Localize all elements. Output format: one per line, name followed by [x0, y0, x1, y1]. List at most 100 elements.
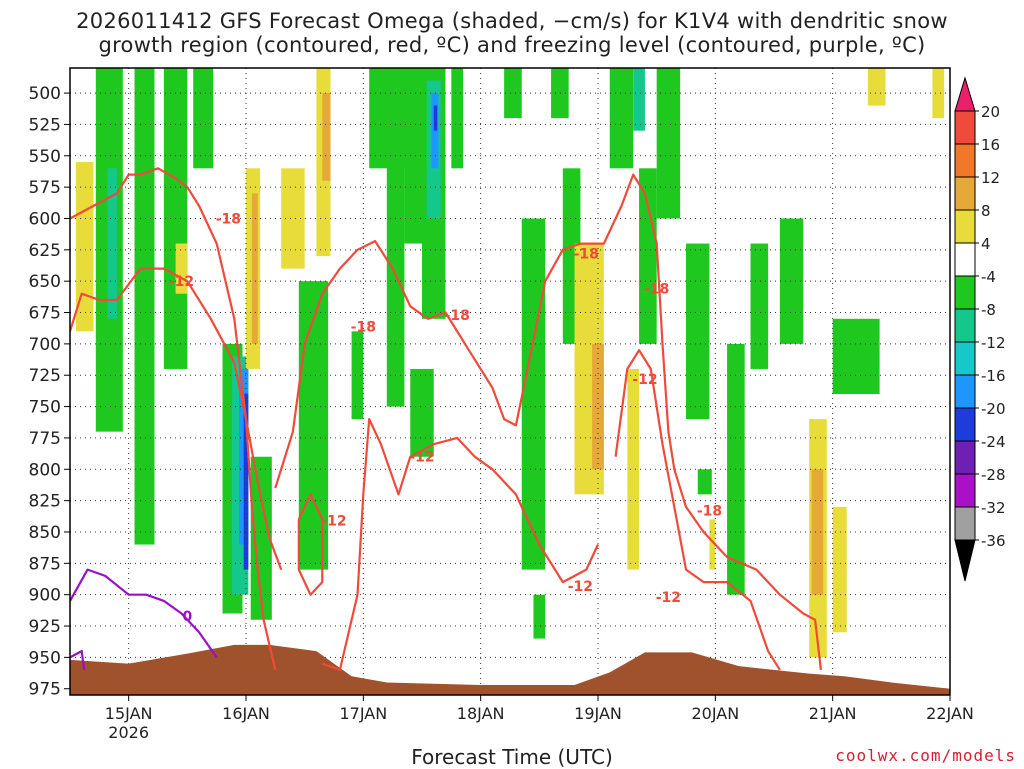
omega-band: [811, 469, 824, 595]
colorbar-segment: [954, 275, 976, 310]
omega-band: [656, 68, 681, 219]
colorbar-label: -4: [981, 268, 996, 286]
omega-band: [867, 68, 886, 106]
omega-band: [431, 93, 439, 169]
omega-band: [639, 168, 657, 344]
omega-band: [322, 93, 331, 181]
colorbar-label: -8: [981, 301, 996, 319]
colorbar-segment: [954, 242, 976, 277]
contour-labels: -18 -12 -18 -18 -18 -18 -12 -12 -12 -12 -12 -18 0: [169, 211, 722, 625]
colorbar-legend: 20 16 12 8 4 -4 -8 -12 -16 -20 -24 -28 -32 -36: [954, 76, 1006, 582]
contour-label: -12: [656, 590, 681, 606]
contour-minus12: [614, 349, 781, 671]
terrain-fill: [70, 644, 950, 695]
omega-band: [410, 368, 434, 457]
colorbar-label: -20: [981, 400, 1006, 418]
omega-band: [504, 68, 522, 119]
y-tick-label: 625: [29, 241, 61, 261]
omega-band: [175, 243, 188, 294]
omega-shading: [75, 68, 945, 658]
chart-title-line1: 2026011412 GFS Forecast Omega (shaded, −…: [76, 9, 948, 33]
contour-label: -18: [445, 308, 470, 324]
omega-band: [633, 68, 645, 131]
x-tick-sublabel: 2026: [108, 723, 149, 742]
omega-band: [832, 506, 847, 633]
x-tick-label: 21JAN: [809, 704, 857, 723]
omega-band: [533, 594, 546, 639]
x-tick-label: 22JAN: [926, 704, 974, 723]
y-tick-label: 725: [29, 366, 61, 386]
colorbar-label: 12: [981, 169, 1000, 187]
omega-band: [832, 318, 880, 395]
contour-label: -18: [351, 319, 376, 335]
contour-label: -12: [169, 274, 194, 290]
colorbar-segment: [954, 506, 976, 541]
y-axis: 500 525 550 575 600 625 650 675 700 725 750 775 800 8…: [29, 84, 70, 700]
colorbar-segment: [954, 176, 976, 211]
contour-label: 0: [182, 609, 192, 625]
colorbar-segment: [954, 209, 976, 244]
colorbar-segment: [954, 473, 976, 508]
colorbar-segment: [954, 110, 976, 145]
contour-label: -12: [568, 579, 593, 595]
omega-band: [779, 218, 804, 344]
colorbar-segment: [954, 407, 976, 442]
omega-band: [107, 168, 117, 319]
y-tick-label: 525: [29, 115, 61, 135]
y-tick-label: 700: [29, 335, 61, 355]
y-tick-label: 600: [29, 209, 61, 229]
colorbar-segment: [954, 308, 976, 343]
contour-label: -12: [409, 450, 434, 466]
contour-minus18: [274, 173, 822, 671]
plot-frame: [69, 67, 951, 696]
y-tick-label: 825: [29, 492, 61, 512]
y-tick-label: 750: [29, 398, 61, 418]
credit-text: coolwx.com/models: [835, 746, 1016, 765]
y-tick-label: 575: [29, 178, 61, 198]
contours: [70, 167, 822, 671]
colorbar-arrow-top: [954, 76, 976, 112]
colorbar-label: -28: [981, 466, 1006, 484]
contour-label: -12: [632, 372, 657, 388]
y-tick-label: 925: [29, 617, 61, 637]
omega-band: [250, 456, 272, 620]
colorbar-segment: [954, 143, 976, 178]
omega-band: [134, 68, 155, 545]
contour-minus12: [297, 493, 324, 596]
y-tick-label: 775: [29, 429, 61, 449]
omega-band: [351, 331, 364, 420]
x-tick-label: 19JAN: [574, 704, 622, 723]
y-tick-label: 675: [29, 304, 61, 324]
x-tick-label: 17JAN: [339, 704, 387, 723]
y-tick-label: 975: [29, 680, 61, 700]
omega-band: [193, 68, 214, 169]
contour-label: -18: [574, 247, 599, 263]
x-tick-label: 16JAN: [222, 704, 270, 723]
colorbar-label: -32: [981, 499, 1006, 517]
omega-band: [243, 394, 249, 570]
omega-band: [932, 68, 945, 119]
colorbar-segment: [954, 341, 976, 376]
omega-band: [281, 168, 305, 269]
omega-band: [697, 469, 712, 495]
y-tick-label: 950: [29, 648, 61, 668]
y-tick-label: 500: [29, 84, 61, 104]
contour-freezing-level: [70, 568, 218, 659]
x-axis-title: Forecast Time (UTC): [411, 745, 613, 769]
colorbar-label: -24: [981, 433, 1006, 451]
colorbar-label: -16: [981, 367, 1006, 385]
terrain: [70, 644, 950, 695]
contour-label: -18: [216, 211, 241, 227]
y-tick-label: 550: [29, 147, 61, 167]
colorbar-segment: [954, 374, 976, 409]
omega-band: [251, 193, 258, 344]
colorbar-label: 8: [981, 202, 991, 220]
colorbar-label: -12: [981, 334, 1006, 352]
omega-band: [750, 243, 769, 369]
contour-label: -12: [321, 514, 346, 530]
y-tick-label: 850: [29, 523, 61, 543]
omega-band: [75, 162, 94, 332]
contour-label: -18: [644, 282, 669, 298]
